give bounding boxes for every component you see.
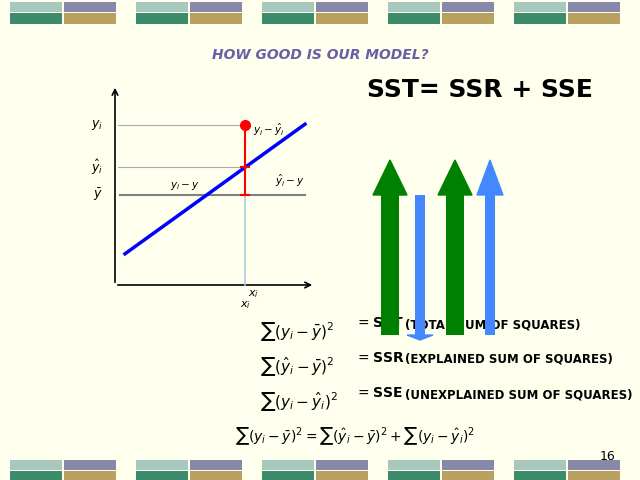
- Text: $=\mathbf{SSE}$: $=\mathbf{SSE}$: [355, 386, 403, 400]
- Bar: [64, 13, 116, 24]
- Bar: [442, 460, 494, 470]
- Bar: [262, 2, 314, 12]
- Text: $\sum(y_i - \hat{y}_i)^2$: $\sum(y_i - \hat{y}_i)^2$: [260, 390, 338, 413]
- Text: $\sum(y_i - \bar{y})^2$: $\sum(y_i - \bar{y})^2$: [260, 320, 335, 343]
- Bar: [136, 2, 188, 12]
- Bar: [136, 471, 188, 480]
- Bar: [442, 13, 494, 24]
- Bar: [485, 195, 495, 335]
- Bar: [136, 460, 188, 470]
- Text: $y_i - y$: $y_i - y$: [170, 180, 200, 192]
- Text: 16: 16: [599, 450, 615, 463]
- Text: $=\mathbf{SSR}$: $=\mathbf{SSR}$: [355, 351, 404, 365]
- Bar: [316, 13, 368, 24]
- Bar: [381, 195, 399, 335]
- Bar: [316, 460, 368, 470]
- Bar: [568, 460, 620, 470]
- Bar: [190, 2, 242, 12]
- Bar: [190, 13, 242, 24]
- Bar: [136, 13, 188, 24]
- Text: SST= SSR + SSE: SST= SSR + SSE: [367, 78, 593, 102]
- Bar: [316, 471, 368, 480]
- Text: $y_i$: $y_i$: [91, 118, 103, 132]
- Polygon shape: [438, 160, 472, 195]
- Bar: [388, 471, 440, 480]
- Text: $=\mathbf{SST}$: $=\mathbf{SST}$: [355, 316, 403, 330]
- Text: $\sum(\hat{y}_i - \bar{y})^2$: $\sum(\hat{y}_i - \bar{y})^2$: [260, 355, 335, 378]
- Text: $x_i$: $x_i$: [239, 299, 250, 311]
- Bar: [190, 471, 242, 480]
- Bar: [442, 471, 494, 480]
- Bar: [442, 2, 494, 12]
- Bar: [568, 13, 620, 24]
- Bar: [316, 2, 368, 12]
- Bar: [514, 471, 566, 480]
- Polygon shape: [373, 160, 407, 195]
- Bar: [64, 460, 116, 470]
- Text: $\hat{y}_i$: $\hat{y}_i$: [91, 158, 103, 177]
- Bar: [514, 460, 566, 470]
- Text: HOW GOOD IS OUR MODEL?: HOW GOOD IS OUR MODEL?: [212, 48, 428, 62]
- Polygon shape: [477, 160, 503, 195]
- Bar: [388, 13, 440, 24]
- Text: (TOTAL SUM OF SQUARES): (TOTAL SUM OF SQUARES): [405, 318, 580, 331]
- Text: $\sum(y_i - \bar{y})^2 = \sum(\hat{y}_i - \bar{y})^2 + \sum(y_i - \hat{y}_i)^2$: $\sum(y_i - \bar{y})^2 = \sum(\hat{y}_i …: [235, 425, 475, 447]
- Bar: [64, 2, 116, 12]
- Text: (EXPLAINED SUM OF SQUARES): (EXPLAINED SUM OF SQUARES): [405, 353, 613, 366]
- Bar: [10, 460, 62, 470]
- Bar: [190, 460, 242, 470]
- Bar: [262, 471, 314, 480]
- Bar: [514, 13, 566, 24]
- Bar: [446, 195, 464, 335]
- Bar: [262, 13, 314, 24]
- Bar: [10, 13, 62, 24]
- Text: $\hat{y}_i - y$: $\hat{y}_i - y$: [275, 173, 305, 189]
- Text: $x_i$: $x_i$: [248, 288, 259, 300]
- Bar: [64, 471, 116, 480]
- Text: $\bar{y}$: $\bar{y}$: [93, 187, 103, 203]
- Bar: [568, 471, 620, 480]
- Bar: [568, 2, 620, 12]
- Text: (UNEXPLAINED SUM OF SQUARES): (UNEXPLAINED SUM OF SQUARES): [405, 388, 632, 401]
- Bar: [10, 2, 62, 12]
- Bar: [415, 195, 425, 335]
- Bar: [262, 460, 314, 470]
- Bar: [514, 2, 566, 12]
- Bar: [388, 460, 440, 470]
- Text: $y_i - \hat{y}_i$: $y_i - \hat{y}_i$: [253, 122, 285, 138]
- Polygon shape: [407, 335, 433, 340]
- Bar: [10, 471, 62, 480]
- Bar: [388, 2, 440, 12]
